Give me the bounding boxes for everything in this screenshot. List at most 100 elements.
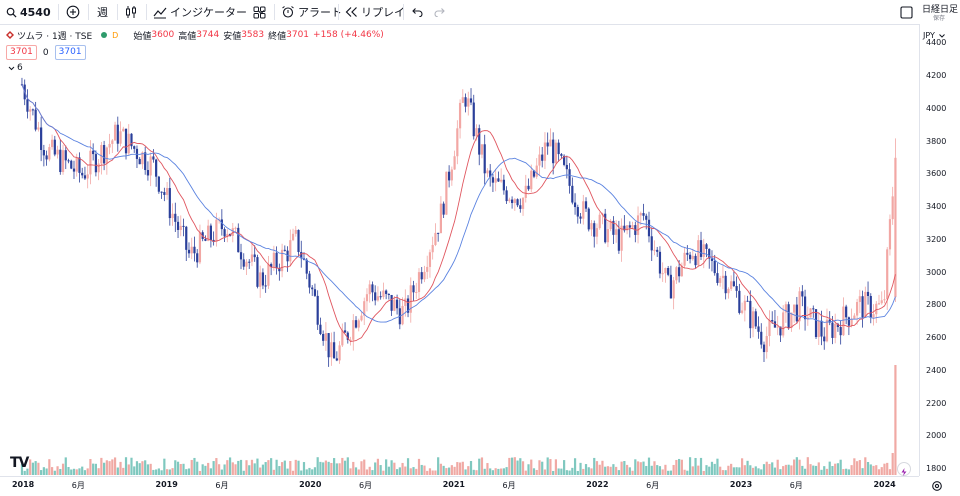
volume-bar [798, 459, 801, 475]
ma-slow-value[interactable]: 3701 [54, 45, 86, 60]
volume-bar [730, 463, 733, 475]
layout-title[interactable]: 日経日足 [922, 5, 959, 15]
volume-bar [56, 466, 59, 475]
symbol-search[interactable]: 4540 [6, 0, 51, 24]
candle-body [888, 219, 892, 250]
volume-bar [869, 464, 872, 475]
candle-body [872, 314, 875, 318]
candle-body [176, 221, 180, 230]
candle-body [141, 152, 144, 165]
volume-bar [590, 468, 593, 475]
volume-bar [609, 466, 612, 475]
candle-body [357, 320, 360, 328]
settings-button[interactable] [931, 477, 943, 496]
candle-body [798, 291, 801, 322]
candle-body [740, 310, 744, 313]
volume-bar [152, 469, 155, 475]
tradingview-logo[interactable]: TV [10, 455, 29, 471]
volume-bar [853, 458, 856, 475]
candle-body [163, 192, 166, 195]
candle-body [371, 284, 374, 293]
undo-button[interactable] [411, 0, 423, 24]
candle-body [152, 156, 155, 160]
candle-body [313, 289, 317, 296]
volume-bar [486, 463, 489, 475]
time-tick-label: 6月 [646, 481, 660, 490]
volume-bar [691, 466, 694, 475]
volume-bar [587, 467, 590, 475]
price-axis[interactable]: 4400 4200 4000 3800 3600 3400 3200 3000 2800 2600… [919, 24, 960, 476]
volume-bar [886, 462, 889, 475]
price-tick-label: 3600 [926, 169, 947, 179]
currency-selector[interactable]: JPY [923, 31, 945, 40]
candle-body [67, 160, 70, 162]
price-tick-label: 4400 [926, 38, 947, 48]
volume-bar [595, 461, 599, 475]
volume-bar [190, 459, 193, 475]
close-value: 3701 [286, 30, 310, 40]
candle-body [70, 160, 73, 169]
candle-body [149, 156, 152, 176]
volume-bar [67, 467, 70, 475]
replay-button[interactable]: リプレイ [345, 0, 405, 24]
layouts-button[interactable] [253, 0, 266, 24]
candle-body [111, 140, 114, 144]
lightning-icon[interactable] [897, 462, 911, 476]
ma-fast-value[interactable]: 3701 [6, 45, 37, 60]
candle-body [489, 170, 492, 178]
indicator-count: 6 [17, 63, 23, 73]
volume-bar [516, 460, 519, 475]
redo-button[interactable] [434, 0, 446, 24]
volume-bar [760, 469, 763, 475]
currency-label: JPY [923, 31, 935, 40]
volume-bar [404, 466, 407, 475]
volume-bar [669, 470, 673, 475]
alert-button[interactable]: アラート [281, 0, 342, 24]
candle-body [374, 292, 377, 301]
candle-body [464, 97, 467, 107]
legend-collapse[interactable]: 6 [8, 63, 23, 73]
volume-bar [762, 464, 766, 475]
candle-body [694, 255, 697, 266]
time-axis[interactable]: 2018 6月 2019 6月 2020 6月 2021 6月 2022 6月 2023 6月 2024 [0, 476, 919, 494]
candle-body [877, 303, 881, 305]
volume-bar [565, 470, 568, 475]
volume-bar [100, 457, 103, 475]
interval-button[interactable]: 週 [97, 6, 108, 19]
candle-body [193, 246, 196, 254]
volume-bar [390, 460, 393, 475]
candle-body [568, 169, 571, 186]
volume-bar [86, 468, 89, 475]
fullscreen-button[interactable] [900, 0, 913, 24]
volume-bar [37, 462, 40, 475]
volume-bar [316, 457, 319, 475]
candle-body [434, 232, 437, 245]
candle-body [801, 291, 804, 297]
volume-bar [423, 465, 426, 475]
chart-type-button[interactable] [124, 0, 138, 24]
candle-body [31, 109, 35, 111]
volume-bar [259, 467, 262, 475]
compare-button[interactable] [66, 0, 80, 24]
volume-bar [248, 465, 251, 475]
candle-body [53, 139, 56, 155]
series-title[interactable]: ツムラ · 1週 · TSE [17, 31, 93, 42]
volume-bar [809, 464, 812, 475]
volume-bar [155, 469, 158, 475]
candle-body [716, 273, 719, 283]
candle-body [204, 238, 207, 241]
volume-bar [615, 466, 618, 475]
indicators-button[interactable]: インジケーター [153, 0, 265, 24]
volume-bar [793, 459, 796, 475]
candle-body [89, 150, 92, 175]
volume-bar [283, 460, 286, 475]
candle-body [883, 299, 886, 301]
candle-body [869, 295, 872, 318]
candle-body [478, 128, 481, 155]
chart-canvas[interactable] [0, 24, 919, 476]
candle-body [34, 109, 37, 130]
candle-body [625, 225, 629, 231]
save-status[interactable]: 保存 [933, 15, 946, 22]
candle-body [590, 223, 593, 230]
time-tick-label: 2020 [299, 480, 322, 489]
